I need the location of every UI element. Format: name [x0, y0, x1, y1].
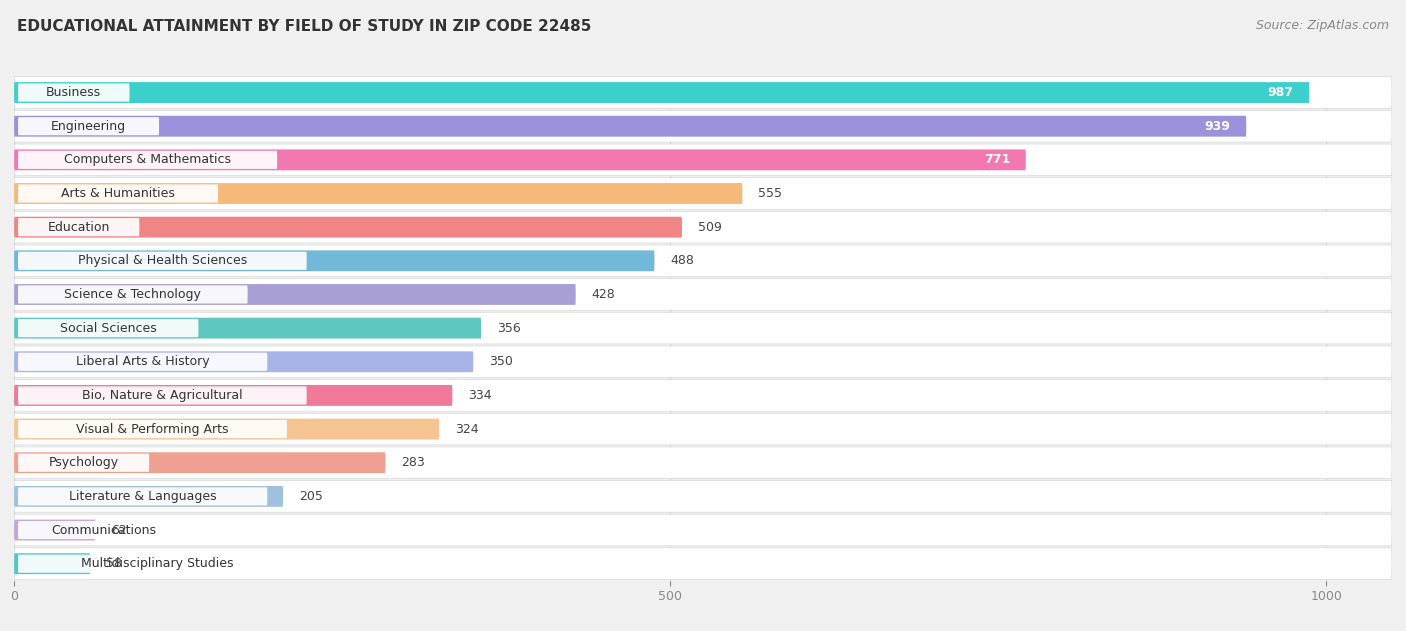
Text: Business: Business [46, 86, 101, 99]
FancyBboxPatch shape [14, 110, 1392, 142]
Text: Education: Education [48, 221, 110, 233]
FancyBboxPatch shape [14, 447, 1392, 478]
Text: 356: 356 [496, 322, 520, 334]
Text: Communications: Communications [51, 524, 156, 536]
FancyBboxPatch shape [18, 117, 159, 135]
Text: Bio, Nature & Agricultural: Bio, Nature & Agricultural [82, 389, 243, 402]
FancyBboxPatch shape [14, 183, 742, 204]
Text: 509: 509 [697, 221, 721, 233]
Text: 428: 428 [592, 288, 616, 301]
FancyBboxPatch shape [18, 521, 188, 539]
Text: 939: 939 [1205, 120, 1230, 133]
FancyBboxPatch shape [18, 218, 139, 236]
FancyBboxPatch shape [14, 380, 1392, 411]
Text: Computers & Mathematics: Computers & Mathematics [65, 153, 231, 167]
Text: Science & Technology: Science & Technology [65, 288, 201, 301]
FancyBboxPatch shape [18, 353, 267, 371]
FancyBboxPatch shape [14, 346, 1392, 377]
FancyBboxPatch shape [14, 82, 1309, 103]
Text: Multidisciplinary Studies: Multidisciplinary Studies [82, 557, 233, 570]
FancyBboxPatch shape [18, 420, 287, 438]
Text: 555: 555 [758, 187, 782, 200]
FancyBboxPatch shape [14, 385, 453, 406]
Text: 205: 205 [299, 490, 323, 503]
Text: Physical & Health Sciences: Physical & Health Sciences [77, 254, 247, 268]
FancyBboxPatch shape [14, 245, 1392, 276]
FancyBboxPatch shape [18, 555, 297, 573]
Text: 324: 324 [456, 423, 478, 435]
Text: EDUCATIONAL ATTAINMENT BY FIELD OF STUDY IN ZIP CODE 22485: EDUCATIONAL ATTAINMENT BY FIELD OF STUDY… [17, 19, 592, 34]
Text: 62: 62 [111, 524, 127, 536]
FancyBboxPatch shape [14, 351, 474, 372]
FancyBboxPatch shape [18, 386, 307, 404]
FancyBboxPatch shape [18, 151, 277, 169]
Text: 771: 771 [984, 153, 1010, 167]
FancyBboxPatch shape [14, 150, 1026, 170]
FancyBboxPatch shape [14, 312, 1392, 344]
FancyBboxPatch shape [14, 481, 1392, 512]
FancyBboxPatch shape [14, 418, 439, 440]
FancyBboxPatch shape [14, 317, 481, 339]
Text: Literature & Languages: Literature & Languages [69, 490, 217, 503]
Text: Visual & Performing Arts: Visual & Performing Arts [76, 423, 229, 435]
FancyBboxPatch shape [14, 77, 1392, 109]
Text: 283: 283 [401, 456, 425, 469]
FancyBboxPatch shape [18, 184, 218, 203]
FancyBboxPatch shape [14, 548, 1392, 579]
FancyBboxPatch shape [18, 252, 307, 270]
FancyBboxPatch shape [14, 144, 1392, 175]
Text: Social Sciences: Social Sciences [60, 322, 156, 334]
FancyBboxPatch shape [14, 279, 1392, 310]
Text: 334: 334 [468, 389, 492, 402]
FancyBboxPatch shape [14, 115, 1246, 137]
Text: Arts & Humanities: Arts & Humanities [60, 187, 174, 200]
FancyBboxPatch shape [14, 514, 1392, 546]
Text: Engineering: Engineering [51, 120, 127, 133]
FancyBboxPatch shape [14, 452, 385, 473]
FancyBboxPatch shape [14, 284, 575, 305]
FancyBboxPatch shape [14, 178, 1392, 209]
FancyBboxPatch shape [18, 454, 149, 472]
Text: 350: 350 [489, 355, 513, 369]
Text: Psychology: Psychology [49, 456, 118, 469]
Text: 987: 987 [1268, 86, 1294, 99]
FancyBboxPatch shape [14, 519, 96, 541]
Text: 58: 58 [105, 557, 122, 570]
Text: Source: ZipAtlas.com: Source: ZipAtlas.com [1256, 19, 1389, 32]
FancyBboxPatch shape [14, 211, 1392, 243]
FancyBboxPatch shape [18, 83, 129, 102]
FancyBboxPatch shape [18, 487, 267, 505]
Text: Liberal Arts & History: Liberal Arts & History [76, 355, 209, 369]
FancyBboxPatch shape [14, 413, 1392, 445]
FancyBboxPatch shape [14, 216, 682, 238]
FancyBboxPatch shape [18, 319, 198, 337]
FancyBboxPatch shape [14, 486, 283, 507]
Text: 488: 488 [671, 254, 695, 268]
FancyBboxPatch shape [14, 553, 90, 574]
FancyBboxPatch shape [14, 251, 654, 271]
FancyBboxPatch shape [18, 285, 247, 304]
